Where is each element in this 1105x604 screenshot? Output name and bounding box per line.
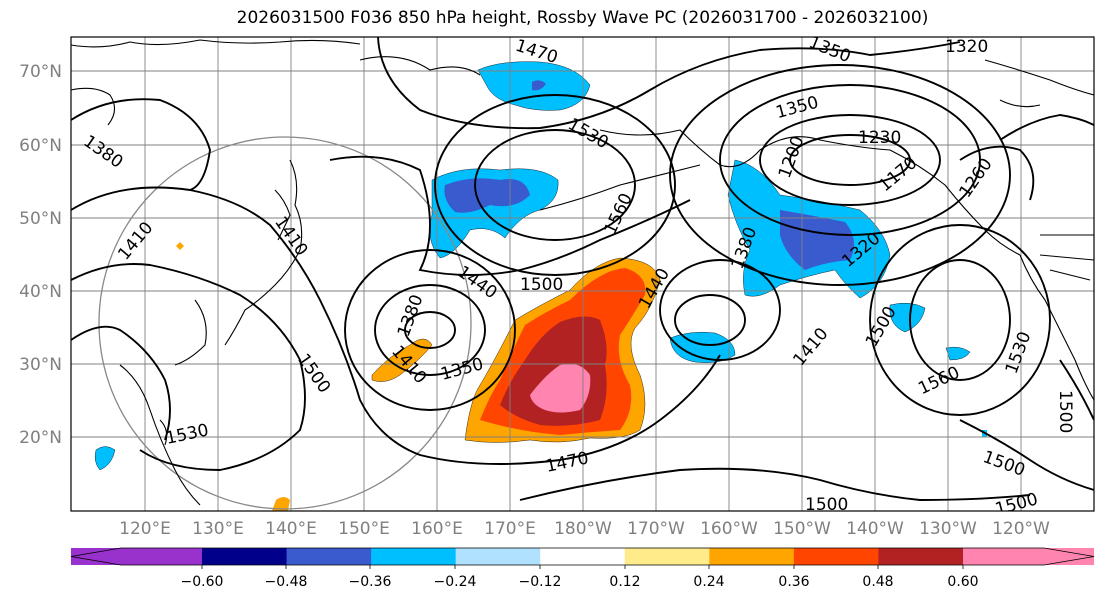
shade-alaska-north-core — [532, 80, 546, 91]
positive-anomaly-shading — [176, 242, 661, 511]
lat-label: 50°N — [19, 209, 62, 229]
negative-anomaly-shading — [94, 61, 987, 471]
contour-label: 1500 — [805, 495, 848, 515]
colorbar-tick-label: 0.36 — [778, 574, 809, 590]
lon-label: 120°E — [119, 519, 171, 539]
colorbar-tick-label: −0.36 — [349, 574, 392, 590]
shade-east-pacific-small — [945, 346, 971, 361]
lon-label: 130°W — [919, 519, 977, 539]
lon-label: 170°W — [627, 519, 685, 539]
colorbar-tick-label: 0.24 — [693, 574, 724, 590]
colorbar-segment — [70, 548, 202, 565]
lon-label: 170°E — [484, 519, 536, 539]
colorbar-segment — [878, 548, 964, 565]
shade-gulf-alaska-core — [780, 210, 854, 270]
lon-label: 160°W — [700, 519, 758, 539]
graticule — [71, 37, 1094, 511]
lon-label: 120°W — [992, 519, 1050, 539]
shade-east-pacific — [889, 302, 926, 333]
lat-label: 20°N — [19, 428, 62, 448]
lon-label: 130°E — [192, 519, 244, 539]
colorbar-segment — [709, 548, 795, 565]
lon-label: 140°W — [846, 519, 904, 539]
lon-label: 180°W — [554, 519, 612, 539]
shade-positive-dot — [176, 242, 184, 250]
lon-label: 150°E — [338, 519, 390, 539]
shade-philippine-sea — [94, 446, 116, 471]
colorbar-tick-label: −0.60 — [181, 574, 224, 590]
colorbar-tick-label: −0.24 — [434, 574, 477, 590]
lon-label: 150°W — [773, 519, 831, 539]
shade-central-pacific — [669, 331, 736, 363]
contour-label: 1320 — [945, 37, 988, 57]
contour-label: 1230 — [858, 128, 901, 148]
lat-label: 40°N — [19, 282, 62, 302]
contour-label: 1500 — [520, 275, 563, 295]
colorbar-segment — [371, 548, 457, 565]
colorbar-tick-label: 0.60 — [947, 574, 978, 590]
colorbar-segment — [540, 548, 626, 565]
lon-label: 140°E — [265, 519, 317, 539]
shade-positive-pink — [530, 363, 591, 413]
lon-label: 160°E — [411, 519, 463, 539]
colorbar-segment — [624, 548, 710, 565]
lat-label: 70°N — [19, 62, 62, 82]
contour-label: 1500 — [1055, 390, 1075, 433]
colorbar-tick-label: 0.48 — [862, 574, 893, 590]
colorbar-tick-label: 0.12 — [609, 574, 640, 590]
plot-area: 1470 1350 1320 1380 1530 1350 1230 1410 … — [71, 37, 1094, 515]
lat-label: 60°N — [19, 136, 62, 156]
shade-positive-west — [371, 338, 433, 382]
colorbar-segment — [793, 548, 879, 565]
colorbar-outline — [70, 547, 1095, 566]
colorbar-segment — [286, 548, 372, 565]
height-contours — [71, 37, 1094, 501]
colorbar-segment — [202, 548, 288, 565]
colorbar-segment — [455, 548, 541, 565]
shade-positive-small — [272, 497, 290, 511]
latitude-labels: 70°N 60°N 50°N 40°N 30°N 20°N — [19, 62, 62, 448]
shade-kamchatka-core — [444, 178, 530, 213]
colorbar-segment — [963, 548, 1095, 565]
colorbar: −0.60 −0.48 −0.36 −0.24 −0.12 0.12 0.24 0.36 0.4… — [70, 547, 1095, 590]
lat-label: 30°N — [19, 355, 62, 375]
plot-border — [70, 36, 1095, 512]
colorbar-tick-label: −0.48 — [265, 574, 308, 590]
colorbar-tick-label: −0.12 — [519, 574, 562, 590]
map-title: 2026031500 F036 850 hPa height, Rossby W… — [236, 8, 929, 28]
longitude-labels: 120°E 130°E 140°E 150°E 160°E 170°E 180°… — [119, 519, 1050, 539]
